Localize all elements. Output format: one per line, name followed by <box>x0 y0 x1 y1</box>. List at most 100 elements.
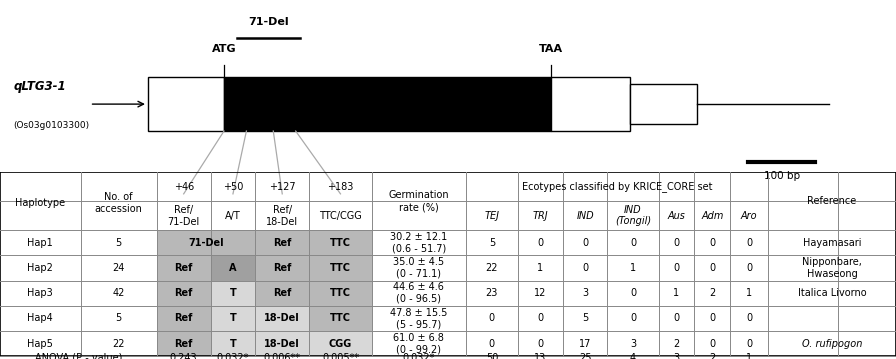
Text: Hap5: Hap5 <box>28 339 53 349</box>
Text: 0: 0 <box>630 238 636 248</box>
Text: 18-Del: 18-Del <box>264 339 300 349</box>
Text: 13: 13 <box>534 353 547 359</box>
Text: 0: 0 <box>710 263 715 273</box>
Text: 0: 0 <box>538 238 543 248</box>
Text: 0.006**: 0.006** <box>263 353 301 359</box>
Text: Ref/
18-Del: Ref/ 18-Del <box>266 205 298 227</box>
Text: 22: 22 <box>486 263 498 273</box>
Bar <box>148 77 224 131</box>
Bar <box>255 331 309 356</box>
Text: Ref: Ref <box>175 263 193 273</box>
Bar <box>211 281 255 306</box>
Text: Nipponbare,
Hwaseong: Nipponbare, Hwaseong <box>802 257 862 279</box>
Bar <box>630 84 697 124</box>
Text: 0: 0 <box>630 313 636 323</box>
Bar <box>551 77 630 131</box>
Bar <box>309 331 372 356</box>
Text: 0: 0 <box>746 263 752 273</box>
Text: A/T: A/T <box>225 211 241 221</box>
Text: 1: 1 <box>674 288 679 298</box>
Text: ANOVA (P - value): ANOVA (P - value) <box>35 353 122 359</box>
Text: 0: 0 <box>630 288 636 298</box>
Text: 2: 2 <box>710 353 715 359</box>
Bar <box>224 77 551 131</box>
Text: 5: 5 <box>582 313 588 323</box>
Text: TTC: TTC <box>330 288 351 298</box>
Text: 71-Del: 71-Del <box>188 238 224 248</box>
Text: T: T <box>229 313 237 323</box>
Text: 0: 0 <box>746 313 752 323</box>
Text: 24: 24 <box>113 263 125 273</box>
Text: Reference: Reference <box>807 196 857 206</box>
Text: 0: 0 <box>674 238 679 248</box>
Text: Hap4: Hap4 <box>28 313 53 323</box>
Text: Aus: Aus <box>668 211 685 221</box>
Text: T: T <box>229 339 237 349</box>
Text: 0: 0 <box>489 313 495 323</box>
Text: ATG: ATG <box>211 44 237 54</box>
Text: 1: 1 <box>538 263 543 273</box>
Text: +46: +46 <box>174 182 194 192</box>
Text: Haplotype: Haplotype <box>15 198 65 208</box>
Text: 2: 2 <box>710 288 715 298</box>
Text: Hap1: Hap1 <box>28 238 53 248</box>
Text: TTC: TTC <box>330 263 351 273</box>
Text: A: A <box>229 263 237 273</box>
Text: Hap3: Hap3 <box>28 288 53 298</box>
Bar <box>309 230 372 255</box>
Text: Ref: Ref <box>175 288 193 298</box>
Text: 2: 2 <box>674 339 679 349</box>
Text: 18-Del: 18-Del <box>264 313 300 323</box>
Text: O. rufipogon: O. rufipogon <box>802 339 862 349</box>
Bar <box>255 281 309 306</box>
Bar <box>157 281 211 306</box>
Text: 0: 0 <box>582 238 588 248</box>
Text: 30.2 ± 12.1
(0.6 - 51.7): 30.2 ± 12.1 (0.6 - 51.7) <box>391 232 447 253</box>
Text: +50: +50 <box>223 182 243 192</box>
Text: 0: 0 <box>538 339 543 349</box>
Text: 17: 17 <box>579 339 591 349</box>
Text: 0: 0 <box>674 263 679 273</box>
Text: 44.6 ± 4.6
(0 - 96.5): 44.6 ± 4.6 (0 - 96.5) <box>393 283 444 304</box>
Bar <box>211 331 255 356</box>
Bar <box>255 230 309 255</box>
Bar <box>309 281 372 306</box>
Text: TTC: TTC <box>330 313 351 323</box>
Text: 0: 0 <box>710 313 715 323</box>
Text: 25: 25 <box>579 353 591 359</box>
Text: Ref: Ref <box>175 339 193 349</box>
Text: 4: 4 <box>630 353 636 359</box>
Text: TAA: TAA <box>539 44 563 54</box>
Text: 0: 0 <box>746 238 752 248</box>
Text: IND: IND <box>576 211 594 221</box>
Bar <box>157 230 255 255</box>
Text: 3: 3 <box>582 288 588 298</box>
Bar <box>309 255 372 281</box>
Text: Ref: Ref <box>273 263 291 273</box>
Text: 12: 12 <box>534 288 547 298</box>
Text: 5: 5 <box>116 238 122 248</box>
Text: 0.243: 0.243 <box>170 353 197 359</box>
Text: 0.032*: 0.032* <box>402 353 435 359</box>
Text: TRJ: TRJ <box>532 211 548 221</box>
Text: Ref: Ref <box>273 288 291 298</box>
Text: 5: 5 <box>116 313 122 323</box>
Bar <box>157 306 211 331</box>
Text: TEJ: TEJ <box>485 211 499 221</box>
Text: IND
(Tongil): IND (Tongil) <box>615 205 651 226</box>
Text: 1: 1 <box>746 288 752 298</box>
Text: Hap2: Hap2 <box>28 263 53 273</box>
Text: 3: 3 <box>674 353 679 359</box>
Text: 22: 22 <box>113 339 125 349</box>
Text: Hayamasari: Hayamasari <box>803 238 861 248</box>
Bar <box>211 306 255 331</box>
Text: 1: 1 <box>630 263 636 273</box>
Text: +183: +183 <box>327 182 354 192</box>
Bar <box>211 255 255 281</box>
Bar <box>157 255 211 281</box>
Text: 23: 23 <box>486 288 498 298</box>
Bar <box>255 255 309 281</box>
Text: 100 bp: 100 bp <box>763 171 800 181</box>
Text: TTC/CGG: TTC/CGG <box>319 211 362 221</box>
Text: 35.0 ± 4.5
(0 - 71.1): 35.0 ± 4.5 (0 - 71.1) <box>393 257 444 279</box>
